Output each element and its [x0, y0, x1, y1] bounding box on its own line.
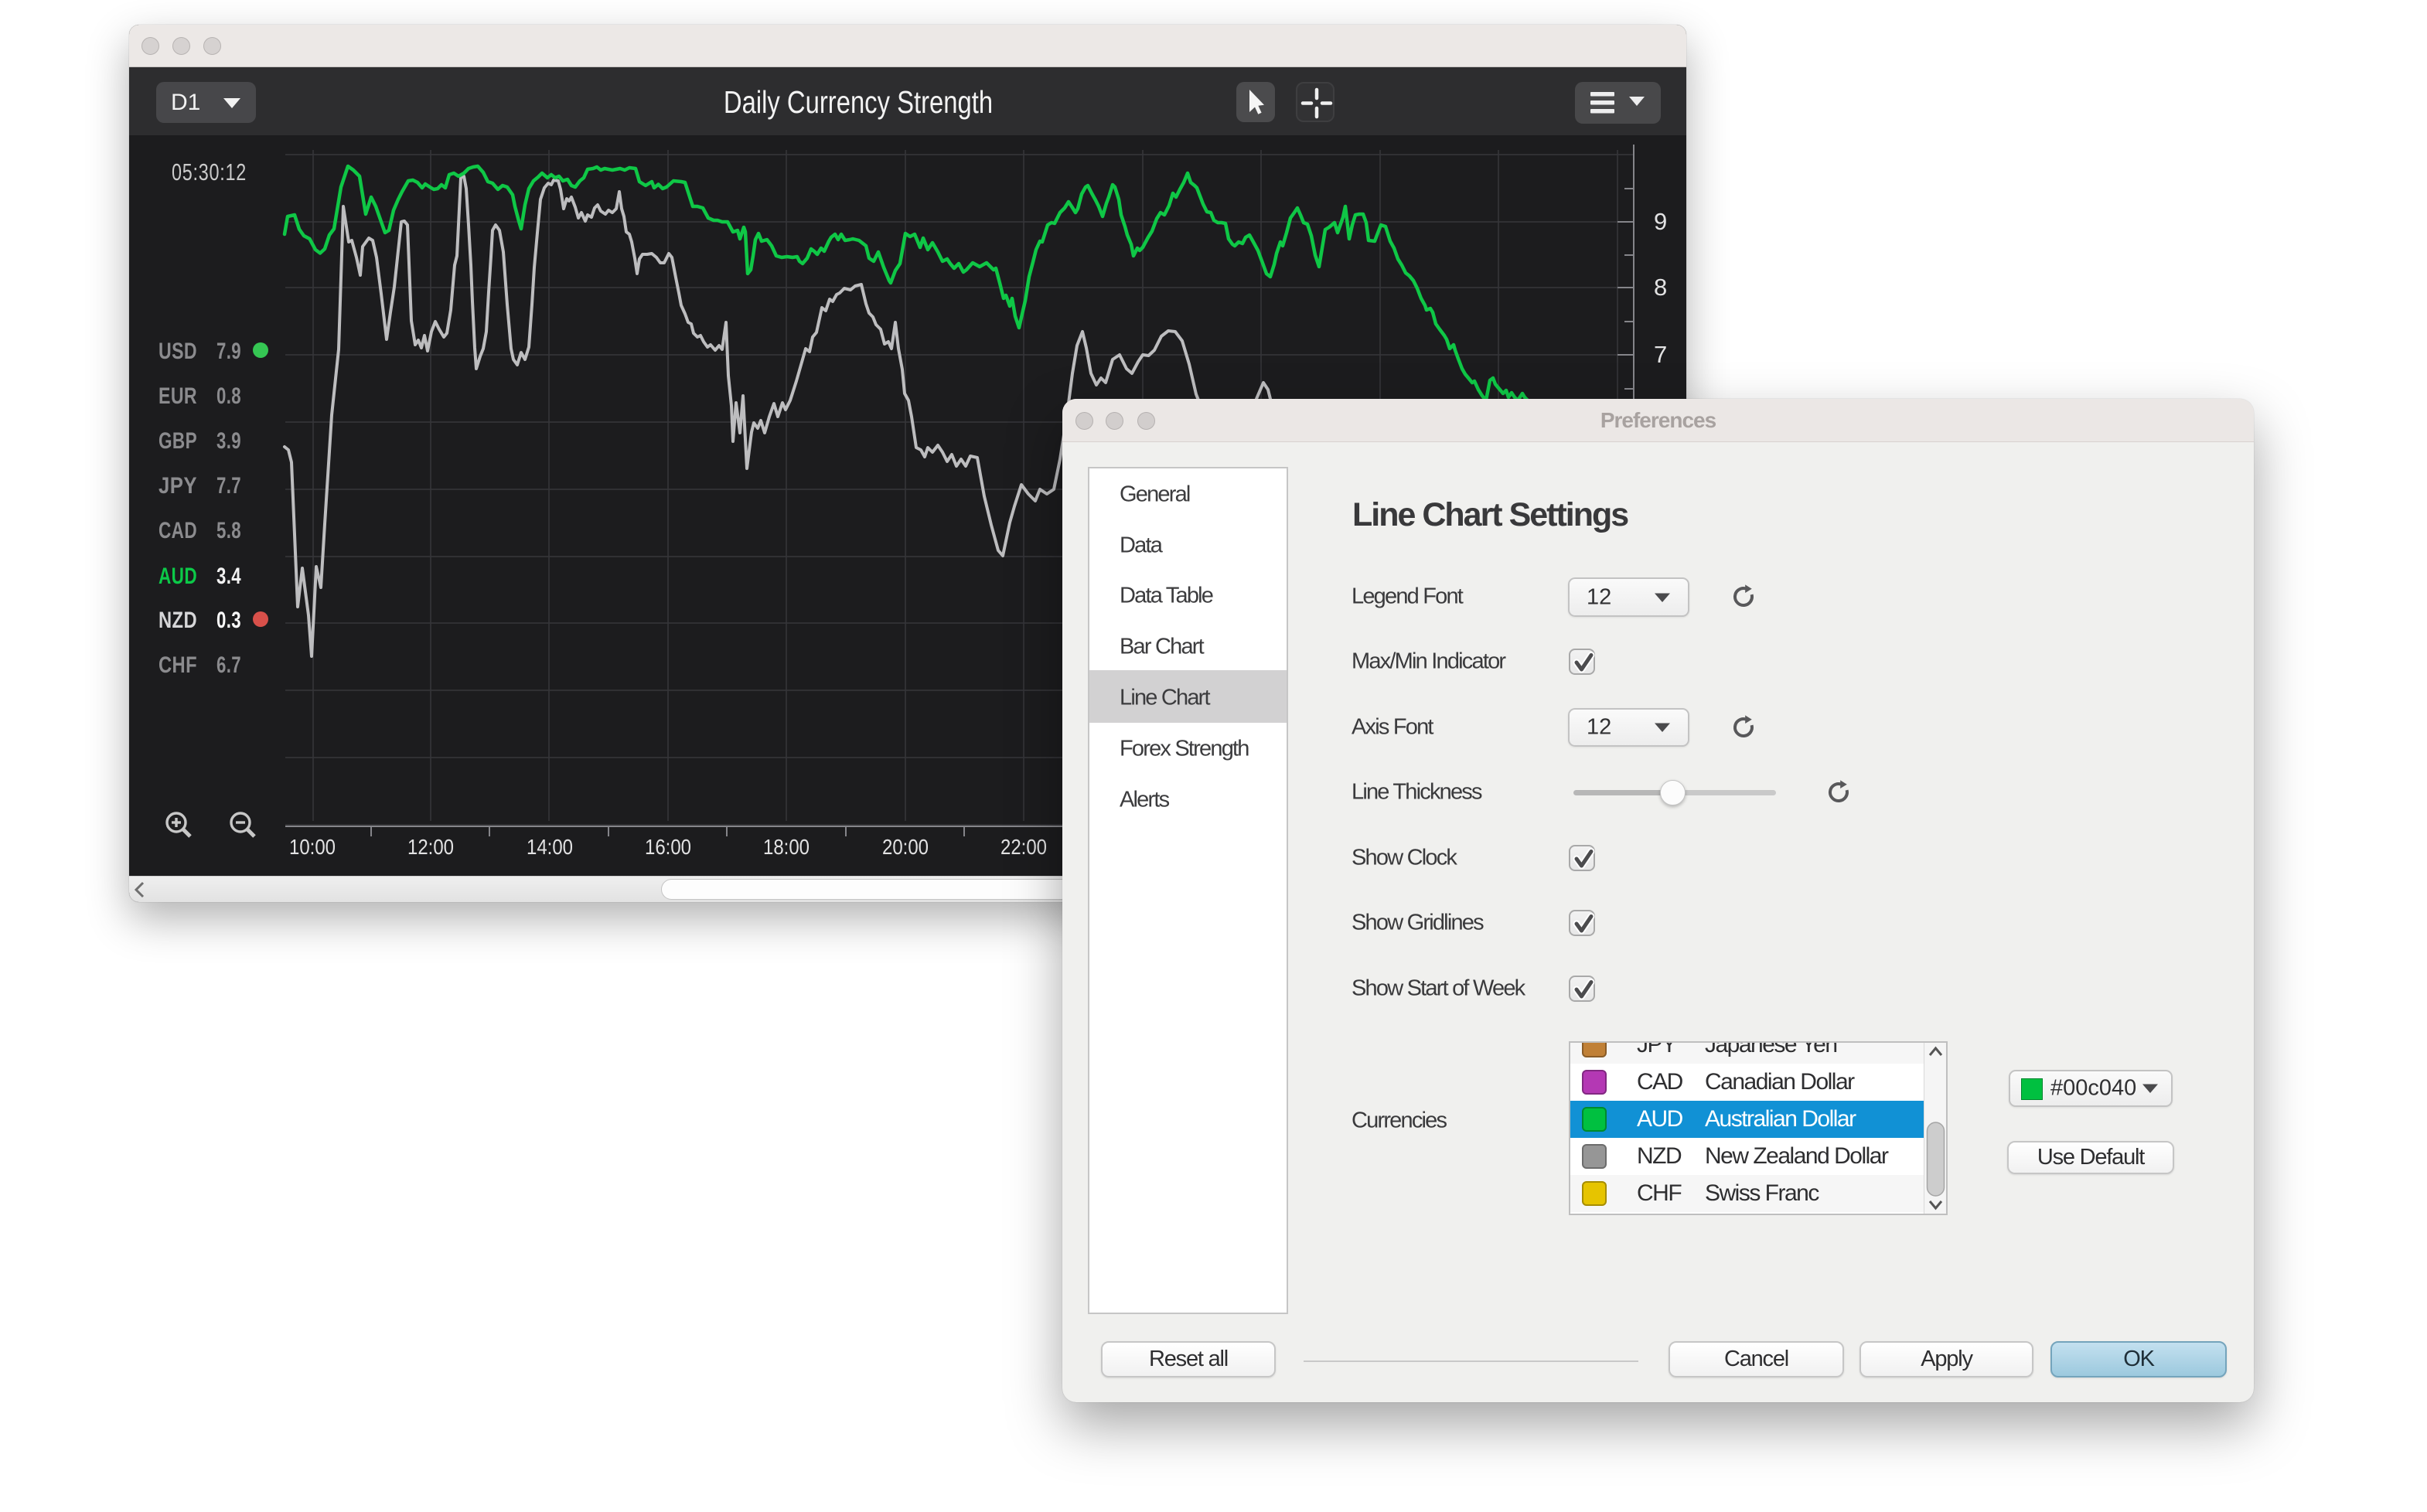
- svg-text:7.7: 7.7: [216, 473, 241, 499]
- svg-text:CAD: CAD: [159, 518, 197, 543]
- svg-text:NZD: NZD: [159, 608, 197, 633]
- svg-text:10:00: 10:00: [289, 835, 336, 859]
- svg-text:22:00: 22:00: [1000, 835, 1047, 859]
- svg-text:7: 7: [1654, 341, 1667, 368]
- svg-text:JPY: JPY: [159, 473, 197, 499]
- svg-text:16:00: 16:00: [645, 835, 691, 859]
- svg-text:9: 9: [1654, 208, 1667, 235]
- svg-text:20:00: 20:00: [882, 835, 929, 859]
- svg-text:12:00: 12:00: [407, 835, 454, 859]
- svg-text:EUR: EUR: [159, 383, 197, 409]
- svg-text:3.4: 3.4: [216, 564, 241, 589]
- svg-text:3.9: 3.9: [216, 428, 241, 454]
- svg-text:USD: USD: [159, 339, 197, 364]
- svg-text:5.8: 5.8: [216, 518, 241, 543]
- svg-text:6.7: 6.7: [216, 652, 241, 678]
- svg-text:CHF: CHF: [159, 652, 197, 678]
- svg-text:05:30:12: 05:30:12: [172, 158, 247, 186]
- svg-text:GBP: GBP: [159, 428, 197, 454]
- svg-text:8: 8: [1654, 274, 1667, 301]
- svg-text:18:00: 18:00: [763, 835, 810, 859]
- svg-text:14:00: 14:00: [527, 835, 573, 859]
- svg-text:0.8: 0.8: [216, 383, 241, 409]
- svg-text:7.9: 7.9: [216, 339, 241, 364]
- svg-text:AUD: AUD: [159, 564, 197, 589]
- svg-text:0.3: 0.3: [216, 608, 241, 633]
